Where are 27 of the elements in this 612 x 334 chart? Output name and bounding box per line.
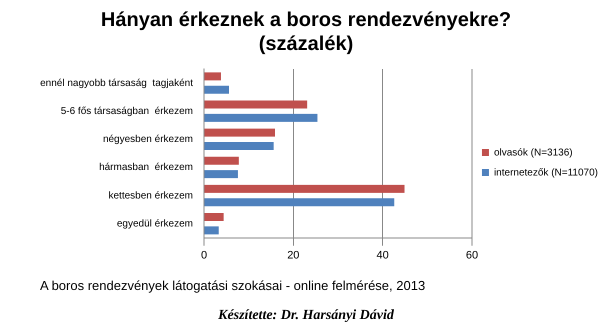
y-tick-label: négyesben érkezem bbox=[102, 134, 193, 146]
bar bbox=[204, 213, 224, 222]
bar bbox=[204, 114, 318, 122]
bar bbox=[204, 198, 394, 206]
x-tick-label: 20 bbox=[287, 249, 300, 262]
bar bbox=[204, 142, 274, 150]
x-tick-label: 40 bbox=[376, 249, 389, 262]
bar bbox=[204, 128, 276, 137]
x-tick-label: 60 bbox=[466, 249, 478, 262]
bar bbox=[204, 86, 230, 94]
bar bbox=[204, 226, 219, 234]
bar bbox=[204, 100, 308, 109]
bar bbox=[204, 156, 239, 165]
bar bbox=[204, 170, 238, 178]
y-tick-label: 5-6 fős társaságban érkezem bbox=[60, 106, 193, 117]
y-tick-label: ennél nagyobb társaság tagjaként bbox=[40, 78, 194, 89]
bar bbox=[204, 72, 221, 80]
y-tick-label: hármasban érkezem bbox=[99, 162, 193, 174]
text: A boros rendezvények látogatási szokásai - online felmérése, 2013 bbox=[40, 278, 426, 293]
chart-title: Hányan érkeznek a boros rendezvényekre? (százalék) bbox=[100, 8, 512, 57]
legend-label: internetezők (N=11070) bbox=[494, 167, 598, 178]
y-tick-label: egyedül érkezem bbox=[116, 218, 193, 230]
x-tick-label: 0 bbox=[200, 249, 208, 262]
text: Készítette: Dr. Harsányi Dávid bbox=[217, 308, 395, 324]
y-tick-label: kettesben érkezem bbox=[108, 190, 193, 202]
bar bbox=[204, 184, 405, 193]
legend-label: olvasók (N=3136) bbox=[494, 147, 573, 158]
